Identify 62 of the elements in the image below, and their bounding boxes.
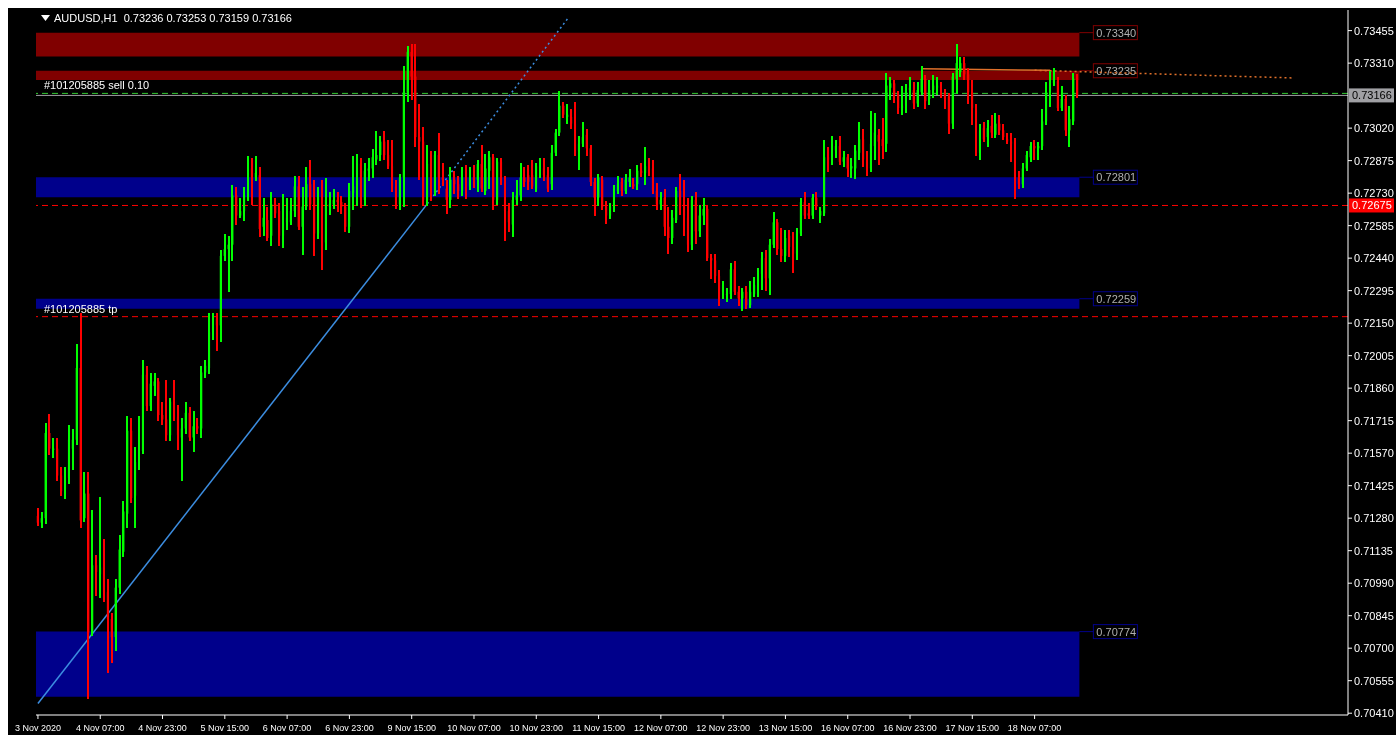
candlestick: [908, 77, 911, 100]
y-tick-label: 0.72150: [1354, 317, 1394, 330]
y-tick-label: 0.71570: [1354, 447, 1394, 460]
band-label: 0.72259: [1096, 292, 1137, 305]
y-tick-label: 0.72005: [1354, 349, 1394, 362]
x-tick-label: 4 Nov 07:00: [75, 723, 125, 733]
chart-title: AUDUSD,H1 0.73236 0.73253 0.73159 0.73166: [54, 12, 292, 24]
x-tick-label: 10 Nov 23:00: [509, 723, 564, 733]
y-tick-label: 0.72295: [1354, 284, 1394, 297]
y-tick-label: 0.73310: [1354, 57, 1394, 70]
x-tick-label: 3 Nov 2020: [14, 723, 61, 733]
candlestick: [725, 288, 728, 302]
x-tick-label: 9 Nov 15:00: [387, 723, 436, 733]
candlestick: [901, 86, 904, 115]
y-tick-label: 0.72875: [1354, 154, 1394, 167]
y-tick-label: 0.71280: [1354, 512, 1394, 525]
candlestick: [721, 281, 724, 299]
y-tick-label: 0.73020: [1354, 122, 1394, 135]
x-tick-label: 18 Nov 07:00: [1007, 723, 1062, 733]
x-tick-label: 12 Nov 23:00: [696, 723, 750, 733]
y-tick-label: 0.71860: [1354, 382, 1394, 395]
x-tick-label: 17 Nov 15:00: [945, 723, 1000, 733]
candlestick: [566, 104, 569, 124]
x-tick-label: 16 Nov 23:00: [883, 723, 937, 733]
y-tick-label: 0.70990: [1354, 577, 1394, 590]
x-tick-label: 6 Nov 23:00: [325, 723, 374, 733]
x-tick-label: 11 Nov 15:00: [572, 723, 625, 733]
ref-line-label: 0.72675: [1352, 199, 1392, 212]
y-tick-label: 0.70845: [1354, 609, 1394, 622]
candlestick: [418, 104, 421, 180]
band-label: 0.70774: [1096, 625, 1137, 638]
x-tick-label: 4 Nov 23:00: [138, 723, 187, 733]
y-tick-label: 0.70700: [1354, 642, 1394, 655]
y-tick-label: 0.71715: [1354, 414, 1394, 427]
y-tick-label: 0.72440: [1354, 252, 1394, 265]
band-label: 0.73235: [1096, 64, 1137, 77]
x-tick-label: 12 Nov 07:00: [634, 723, 688, 733]
candlestick: [539, 158, 541, 178]
y-tick-label: 0.70410: [1354, 707, 1394, 720]
y-tick-label: 0.71425: [1354, 479, 1394, 492]
candlestick: [1010, 133, 1013, 162]
y-tick-label: 0.71135: [1354, 544, 1393, 557]
candlestick: [52, 438, 55, 458]
band-label: 0.72801: [1096, 171, 1137, 184]
ref-line-label: 0.73166: [1352, 89, 1392, 102]
x-tick-label: 16 Nov 07:00: [820, 723, 875, 733]
y-tick-label: 0.72585: [1354, 219, 1394, 232]
y-tick-label: 0.72730: [1354, 187, 1394, 200]
band-label: 0.73340: [1096, 26, 1137, 39]
candlestick: [850, 158, 853, 178]
candlestick: [648, 158, 650, 176]
y-tick-label: 0.70555: [1354, 674, 1394, 687]
x-tick-label: 5 Nov 15:00: [200, 723, 250, 733]
y-tick-label: 0.73455: [1354, 24, 1394, 37]
x-tick-label: 6 Nov 07:00: [262, 723, 312, 733]
candlestick: [1033, 140, 1036, 160]
candlestick: [710, 254, 713, 279]
candlestick: [99, 497, 102, 598]
ref-line-label: #101205885 sell 0.10: [44, 79, 150, 92]
x-tick-label: 10 Nov 07:00: [447, 723, 501, 733]
ref-line-label: #101205885 tp: [44, 302, 118, 315]
x-tick-label: 13 Nov 15:00: [758, 723, 813, 733]
